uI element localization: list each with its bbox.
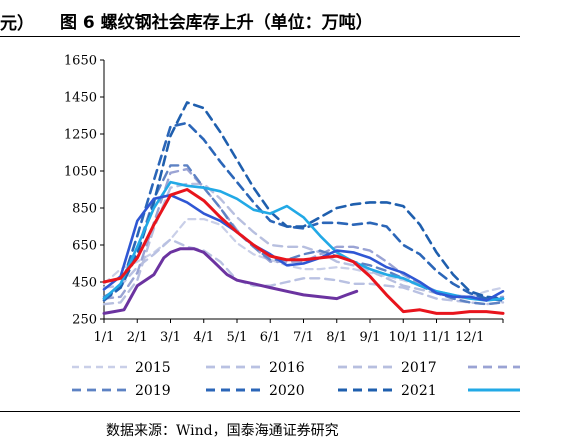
series-line-2022 [102, 180, 505, 302]
y-tick-label: 1250 [64, 128, 97, 143]
bottom-rule [0, 411, 520, 412]
y-tick-label: 450 [72, 276, 97, 291]
series-line-unlabeled-purple [102, 247, 359, 315]
x-tick-label: 8/1 [326, 330, 347, 345]
x-tick-label: 6/1 [260, 330, 281, 345]
series-line-2019 [102, 164, 505, 306]
x-tick-label: 10/1 [389, 330, 418, 345]
x-tick-label: 12/1 [455, 330, 484, 345]
series-line-2016 [102, 238, 505, 306]
legend-label-2019: 2019 [135, 383, 171, 399]
x-tick-label: 9/1 [360, 330, 381, 345]
title-fragment: 元） [0, 14, 34, 34]
x-tick-label: 5/1 [227, 330, 248, 345]
x-tick-label: 11/1 [422, 330, 451, 345]
x-tick-label: 3/1 [160, 330, 181, 345]
x-tick-label: 4/1 [193, 330, 214, 345]
legend-label-2020: 2020 [269, 383, 305, 399]
series-line-unlabeled-red [102, 188, 505, 315]
title-rule [0, 36, 520, 37]
inventory-line-chart: 250 450 650 850 1050 1250 1450 1650 1/1 2/1 3/1 4/1… [64, 54, 520, 399]
y-tick-label: 650 [72, 239, 97, 254]
series-line-2021 [102, 101, 505, 300]
y-tick-label: 850 [72, 202, 97, 217]
legend-label-2016: 2016 [269, 360, 305, 376]
y-tick-label: 1050 [64, 165, 97, 180]
x-tick-label: 7/1 [293, 330, 314, 345]
y-tick-label: 1450 [64, 91, 97, 106]
x-tick-label: 1/1 [94, 330, 115, 345]
figure-title: 图 6 螺纹钢社会库存上升（单位：万吨） [60, 13, 373, 33]
series-line-2020 [102, 121, 505, 302]
legend-label-2021: 2021 [401, 383, 437, 399]
y-tick-label: 250 [72, 313, 97, 328]
legend-label-2015: 2015 [135, 360, 171, 376]
x-tick-label: 2/1 [127, 330, 148, 345]
source-note: 数据来源：Wind，国泰海通证券研究 [106, 423, 339, 439]
y-tick-label: 1650 [64, 54, 97, 69]
legend-label-2017: 2017 [401, 360, 437, 376]
